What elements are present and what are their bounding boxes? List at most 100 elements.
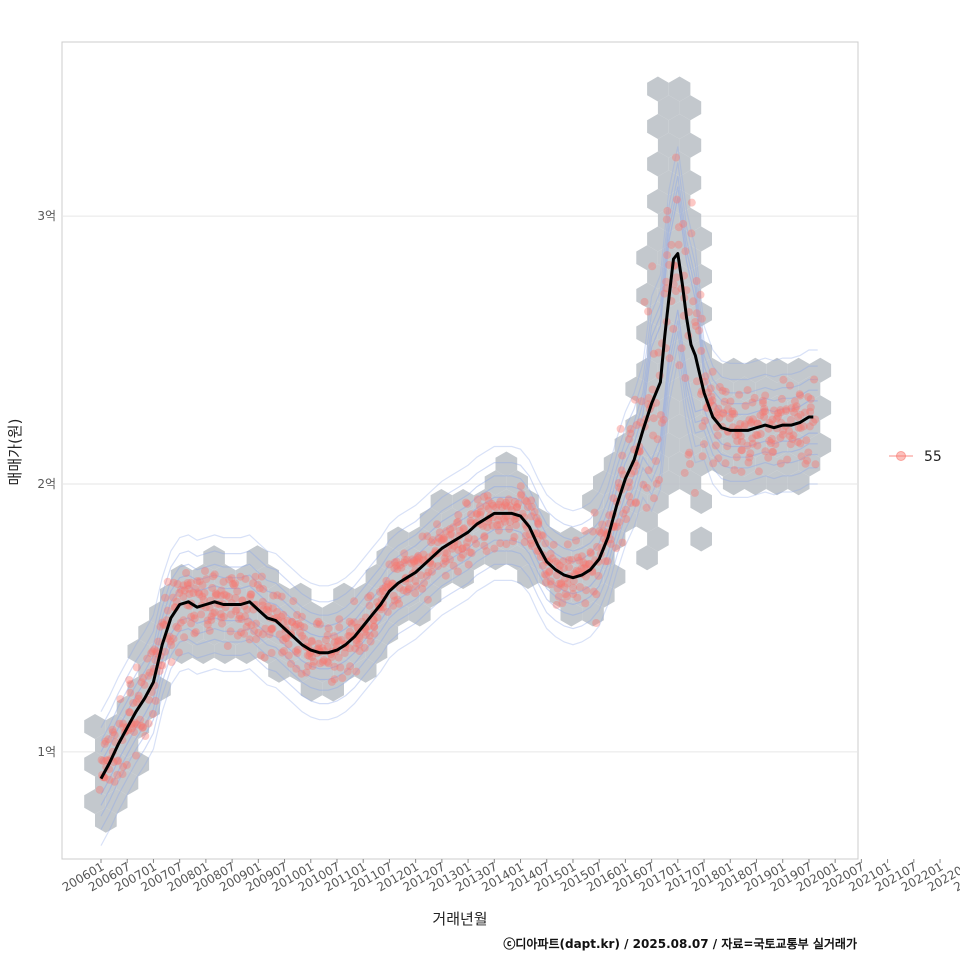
- hex-cell: [289, 582, 312, 608]
- data-point: [728, 407, 737, 416]
- data-point: [483, 523, 492, 532]
- data-point: [640, 297, 649, 306]
- data-point: [691, 318, 700, 326]
- data-point: [208, 583, 217, 592]
- data-point: [163, 606, 172, 615]
- hex-cell: [463, 507, 485, 533]
- data-point: [523, 503, 532, 512]
- data-point: [197, 610, 206, 619]
- hex-cell: [809, 395, 832, 421]
- hex-cell: [755, 451, 777, 477]
- data-point: [650, 494, 658, 503]
- data-point: [241, 574, 250, 583]
- data-point: [771, 440, 780, 449]
- data-point: [127, 724, 136, 733]
- data-point: [651, 457, 660, 466]
- contour-line: [100, 331, 818, 817]
- hex-cell: [668, 451, 691, 477]
- data-point: [805, 422, 814, 431]
- data-point: [496, 539, 505, 548]
- data-point: [223, 642, 232, 650]
- data-point: [792, 402, 801, 411]
- data-point: [552, 600, 561, 609]
- data-point: [774, 412, 782, 421]
- data-point: [446, 530, 455, 539]
- data-point: [537, 531, 546, 540]
- data-point: [307, 636, 316, 645]
- data-point: [557, 580, 565, 589]
- data-point: [648, 262, 657, 271]
- data-point: [174, 624, 183, 633]
- data-point: [617, 466, 626, 475]
- data-point: [625, 478, 634, 487]
- data-point: [254, 628, 263, 637]
- data-point: [458, 544, 467, 553]
- data-point: [747, 417, 756, 426]
- data-point: [681, 374, 690, 382]
- data-point: [115, 719, 124, 728]
- data-point: [768, 415, 777, 424]
- data-point: [494, 500, 503, 509]
- data-point: [487, 499, 496, 508]
- data-point: [148, 647, 157, 656]
- data-point: [255, 584, 264, 593]
- data-point: [405, 583, 414, 592]
- data-point: [108, 725, 117, 734]
- data-point: [484, 496, 493, 505]
- data-point: [244, 618, 253, 627]
- data-point: [697, 314, 706, 323]
- y-axis-title: 매매가(원): [6, 419, 24, 486]
- data-point: [769, 448, 778, 457]
- data-point: [202, 575, 211, 584]
- data-point: [713, 431, 722, 440]
- data-point: [736, 420, 745, 428]
- data-point: [187, 612, 196, 621]
- hex-cell: [214, 639, 236, 664]
- data-point: [501, 517, 509, 526]
- data-point: [191, 628, 200, 637]
- data-point: [247, 621, 256, 630]
- data-point: [293, 610, 302, 619]
- data-point: [760, 412, 769, 421]
- data-point: [297, 612, 306, 621]
- data-point: [395, 583, 404, 592]
- data-point: [159, 620, 168, 629]
- data-point: [165, 632, 174, 641]
- data-point: [427, 538, 436, 547]
- data-point: [720, 397, 729, 406]
- data-point: [561, 590, 570, 599]
- data-point: [408, 555, 417, 564]
- data-point: [179, 616, 188, 625]
- data-point: [418, 532, 427, 541]
- data-point: [293, 649, 302, 657]
- data-point: [287, 659, 295, 668]
- hex-cell: [495, 526, 518, 552]
- data-point: [761, 447, 770, 456]
- data-point: [381, 583, 390, 591]
- data-point: [231, 594, 240, 602]
- data-point: [370, 629, 379, 638]
- data-point: [464, 560, 473, 569]
- data-point: [176, 618, 185, 627]
- data-point: [283, 617, 292, 625]
- data-point: [662, 215, 671, 224]
- data-point: [585, 559, 594, 568]
- hex-cell: [333, 657, 355, 683]
- data-point: [195, 590, 204, 599]
- data-point: [598, 520, 607, 529]
- data-point: [395, 599, 404, 608]
- data-point: [569, 583, 578, 592]
- contour-line: [100, 186, 818, 753]
- data-point: [642, 503, 651, 512]
- data-point: [470, 535, 479, 544]
- hex-cell: [690, 264, 712, 289]
- data-point: [114, 756, 123, 765]
- hex-cell: [257, 639, 279, 664]
- data-point: [370, 622, 379, 631]
- data-point: [439, 535, 448, 544]
- data-point: [132, 698, 141, 707]
- hex-cell: [246, 545, 269, 571]
- data-point: [545, 567, 554, 576]
- data-point: [125, 708, 134, 717]
- data-point: [220, 590, 229, 599]
